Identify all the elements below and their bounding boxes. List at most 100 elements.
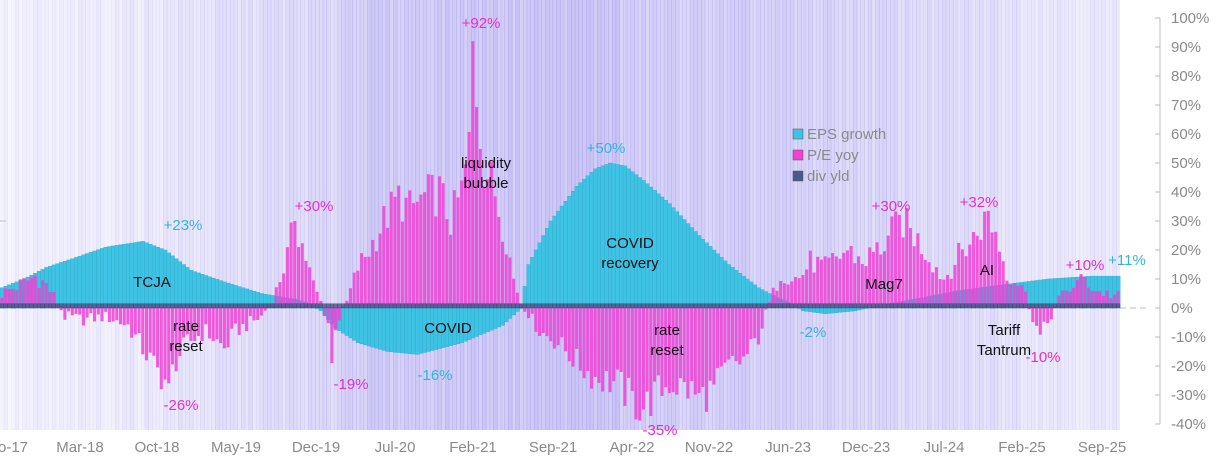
div-yld-bar xyxy=(367,303,372,309)
pe-bar xyxy=(604,308,608,372)
div-yld-bar xyxy=(430,303,435,309)
div-yld-bar xyxy=(704,303,709,309)
div-yld-bar xyxy=(589,303,594,309)
div-yld-bar xyxy=(185,303,190,309)
shade-column xyxy=(148,0,153,430)
eps-bar xyxy=(367,307,372,347)
div-yld-bar xyxy=(444,303,449,309)
pe-bar xyxy=(497,216,501,308)
div-yld-bar xyxy=(96,303,101,309)
div-yld-bar xyxy=(29,303,34,309)
x-tick-label: Nov-22 xyxy=(685,439,733,456)
div-yld-bar xyxy=(1056,303,1061,309)
pe-bar xyxy=(979,239,983,308)
div-yld-bar xyxy=(359,303,364,309)
y-tick-label: 10% xyxy=(1171,271,1201,288)
pe-bar xyxy=(486,179,490,308)
pe-bar xyxy=(634,308,638,420)
shade-column xyxy=(745,0,750,430)
div-yld-bar xyxy=(3,303,8,309)
shade-column xyxy=(849,0,854,430)
shade-column xyxy=(1090,0,1095,430)
pe-bar xyxy=(63,308,67,320)
div-yld-bar xyxy=(852,303,857,309)
eps-bar xyxy=(830,307,835,314)
pe-bar xyxy=(263,308,267,311)
pe-bar xyxy=(601,308,605,392)
pe-bar xyxy=(908,228,912,308)
shade-column xyxy=(801,0,806,430)
shade-column xyxy=(174,0,179,430)
shade-column xyxy=(927,0,932,430)
pe-bar xyxy=(523,308,527,312)
eps-bar xyxy=(548,220,553,309)
pe-bar xyxy=(141,308,145,355)
div-yld-bar xyxy=(1023,303,1028,309)
div-yld-bar xyxy=(363,303,368,309)
shade-column xyxy=(756,0,761,430)
div-yld-bar xyxy=(155,303,160,309)
y-tick-label: -20% xyxy=(1171,358,1206,375)
pe-bar xyxy=(890,216,894,308)
div-yld-bar xyxy=(1079,303,1084,309)
shade-column xyxy=(496,0,502,430)
div-yld-bar xyxy=(615,303,620,309)
eps-bar xyxy=(77,255,82,309)
shade-column xyxy=(856,0,861,430)
pe-bar xyxy=(793,277,798,308)
pe-bar xyxy=(727,308,731,360)
shade-column xyxy=(163,0,168,430)
div-yld-bar xyxy=(789,303,794,309)
shade-column xyxy=(1112,0,1117,430)
pe-bar xyxy=(983,211,987,308)
div-yld-bar xyxy=(474,303,479,309)
div-yld-bar xyxy=(611,303,616,309)
shade-column xyxy=(682,0,687,430)
shade-column xyxy=(945,0,951,430)
pe-bar xyxy=(156,308,160,368)
pe-bar xyxy=(18,279,22,308)
eps-bar xyxy=(585,175,591,309)
div-yld-bar xyxy=(318,303,323,309)
div-yld-bar xyxy=(277,303,283,309)
div-yld-bar xyxy=(915,303,920,309)
pe-bar xyxy=(163,308,167,380)
shade-column xyxy=(715,0,721,430)
pe-bar xyxy=(842,252,846,308)
div-yld-bar xyxy=(763,303,768,309)
pe-bar xyxy=(115,308,119,321)
pe-bar xyxy=(482,187,486,308)
shade-column xyxy=(700,0,706,430)
pe-bar xyxy=(701,308,705,387)
pe-bar xyxy=(219,308,223,344)
eps-bar xyxy=(812,307,817,313)
div-yld-bar xyxy=(148,303,153,309)
pe-yoy-bars xyxy=(0,41,1120,421)
shade-column xyxy=(938,0,943,430)
shade-column xyxy=(296,0,301,430)
shade-column xyxy=(1060,0,1065,430)
div-yld-bar xyxy=(782,303,787,309)
div-yld-bar xyxy=(596,303,601,309)
pe-bar xyxy=(100,308,104,322)
shade-column xyxy=(519,0,524,430)
eps-bar xyxy=(741,275,746,309)
shade-column xyxy=(322,0,327,430)
shade-column xyxy=(137,0,142,430)
pe-bar xyxy=(886,235,890,308)
pe-bar xyxy=(445,219,449,308)
div-yld-bar xyxy=(871,303,876,309)
div-yld-bar xyxy=(107,303,112,309)
eps-bar xyxy=(359,307,364,345)
div-yld-bar xyxy=(593,303,598,309)
pe-bar xyxy=(1016,285,1020,308)
pe-bar xyxy=(575,308,579,349)
div-yld-bar xyxy=(685,303,690,309)
eps-bar xyxy=(693,231,698,309)
div-yld-bar xyxy=(341,303,346,309)
pe-bar xyxy=(560,308,564,338)
pe-bar xyxy=(170,308,174,365)
shade-column xyxy=(964,0,969,430)
shade-column xyxy=(166,0,172,430)
pe-bar xyxy=(1086,287,1090,308)
